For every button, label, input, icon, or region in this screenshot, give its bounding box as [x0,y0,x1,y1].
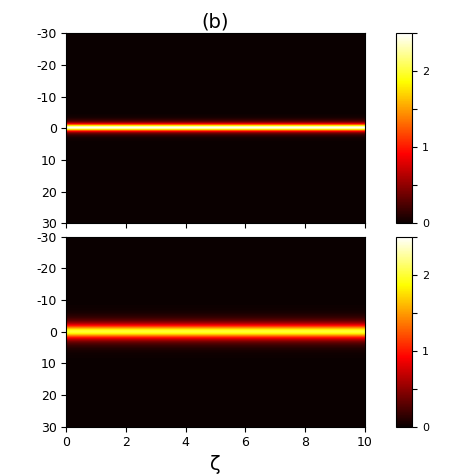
Title: (b): (b) [202,13,229,32]
X-axis label: ζ: ζ [210,455,221,474]
